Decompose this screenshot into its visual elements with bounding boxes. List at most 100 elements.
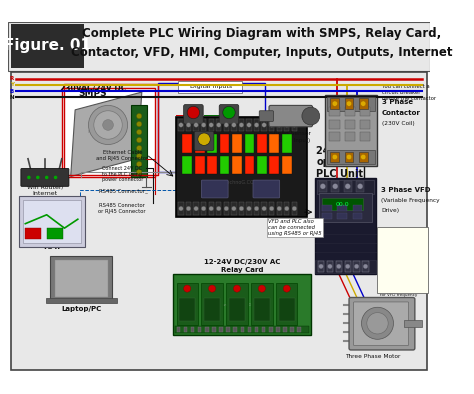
- Circle shape: [194, 123, 198, 127]
- Circle shape: [367, 312, 388, 334]
- FancyBboxPatch shape: [363, 261, 369, 272]
- FancyBboxPatch shape: [224, 119, 229, 131]
- FancyBboxPatch shape: [11, 72, 427, 370]
- FancyBboxPatch shape: [176, 327, 180, 332]
- Circle shape: [262, 123, 266, 127]
- Text: R: R: [9, 76, 14, 81]
- Circle shape: [217, 123, 221, 127]
- FancyBboxPatch shape: [284, 119, 290, 131]
- Circle shape: [137, 169, 142, 175]
- FancyBboxPatch shape: [345, 261, 351, 272]
- FancyBboxPatch shape: [253, 180, 280, 198]
- Circle shape: [217, 206, 221, 211]
- FancyBboxPatch shape: [219, 104, 239, 124]
- Text: www.r1TechnoG.COM: www.r1TechnoG.COM: [220, 303, 264, 307]
- FancyBboxPatch shape: [21, 169, 69, 186]
- Text: 24V DC: 24V DC: [316, 146, 356, 156]
- Circle shape: [194, 206, 198, 211]
- FancyBboxPatch shape: [219, 327, 223, 332]
- FancyBboxPatch shape: [353, 205, 363, 211]
- FancyBboxPatch shape: [322, 198, 363, 210]
- Circle shape: [269, 123, 274, 127]
- Circle shape: [103, 120, 113, 130]
- FancyBboxPatch shape: [194, 131, 214, 151]
- FancyBboxPatch shape: [11, 24, 84, 68]
- Circle shape: [292, 206, 297, 211]
- FancyBboxPatch shape: [292, 119, 297, 131]
- FancyBboxPatch shape: [377, 227, 428, 293]
- Text: VFD and PLC also
can be connected
using RS485 or RJ45: VFD and PLC also can be connected using …: [268, 219, 322, 236]
- Text: (analog Input): (analog Input): [271, 138, 310, 143]
- Text: 02 - Forward: 02 - Forward: [380, 257, 406, 262]
- FancyBboxPatch shape: [329, 132, 340, 141]
- FancyBboxPatch shape: [176, 283, 198, 325]
- FancyBboxPatch shape: [336, 261, 342, 272]
- Text: Figure. 01: Figure. 01: [4, 38, 91, 53]
- Text: 01 - Start/Stop: 01 - Start/Stop: [380, 249, 410, 253]
- Text: 04 - Analog Input
for varying speed or
frequency: 04 - Analog Input for varying speed or f…: [380, 273, 422, 287]
- FancyBboxPatch shape: [201, 119, 206, 131]
- FancyBboxPatch shape: [345, 98, 354, 109]
- FancyBboxPatch shape: [327, 150, 375, 164]
- FancyBboxPatch shape: [201, 283, 223, 325]
- FancyBboxPatch shape: [255, 327, 258, 332]
- Circle shape: [319, 264, 323, 269]
- FancyBboxPatch shape: [404, 320, 422, 327]
- FancyBboxPatch shape: [173, 274, 311, 335]
- Text: 05 - Analog output
for VFD frequency
or speed status: 05 - Analog output for VFD frequency or …: [380, 288, 419, 302]
- FancyBboxPatch shape: [239, 119, 244, 131]
- Circle shape: [333, 184, 338, 189]
- Circle shape: [232, 123, 236, 127]
- FancyBboxPatch shape: [319, 193, 372, 222]
- Text: 00.0: 00.0: [336, 202, 350, 206]
- FancyBboxPatch shape: [360, 120, 370, 128]
- Circle shape: [27, 176, 31, 179]
- Circle shape: [94, 111, 122, 139]
- FancyBboxPatch shape: [182, 134, 192, 153]
- FancyBboxPatch shape: [317, 180, 374, 194]
- Text: B: B: [9, 89, 14, 94]
- Circle shape: [262, 206, 266, 211]
- Text: Y: Y: [10, 82, 14, 87]
- Text: Ethernet Cable
and RJ45 Connector: Ethernet Cable and RJ45 Connector: [96, 150, 148, 161]
- Text: N: N: [9, 95, 14, 100]
- FancyBboxPatch shape: [345, 120, 356, 128]
- Text: PLC Unit: PLC Unit: [316, 169, 363, 179]
- FancyBboxPatch shape: [251, 283, 273, 325]
- Circle shape: [186, 206, 191, 211]
- FancyBboxPatch shape: [178, 80, 242, 93]
- FancyBboxPatch shape: [262, 119, 267, 131]
- FancyBboxPatch shape: [259, 111, 273, 121]
- FancyBboxPatch shape: [178, 203, 183, 215]
- FancyBboxPatch shape: [315, 260, 376, 273]
- FancyBboxPatch shape: [205, 327, 209, 332]
- Circle shape: [361, 101, 366, 106]
- Circle shape: [346, 154, 352, 160]
- Text: Wifi Router/: Wifi Router/: [27, 185, 63, 190]
- FancyBboxPatch shape: [209, 203, 214, 215]
- FancyBboxPatch shape: [232, 134, 242, 153]
- FancyBboxPatch shape: [257, 156, 267, 174]
- FancyBboxPatch shape: [207, 134, 217, 153]
- Text: Reverse: Reverse: [194, 153, 214, 158]
- Circle shape: [332, 101, 337, 106]
- Circle shape: [209, 206, 213, 211]
- Circle shape: [137, 145, 142, 151]
- Circle shape: [233, 285, 240, 292]
- Text: Internet: Internet: [32, 191, 57, 196]
- FancyBboxPatch shape: [360, 132, 370, 141]
- FancyBboxPatch shape: [231, 119, 237, 131]
- Circle shape: [137, 162, 142, 167]
- FancyBboxPatch shape: [176, 117, 307, 217]
- FancyBboxPatch shape: [207, 156, 217, 174]
- FancyBboxPatch shape: [254, 119, 259, 131]
- FancyBboxPatch shape: [327, 97, 375, 111]
- Circle shape: [179, 206, 183, 211]
- Circle shape: [198, 133, 210, 145]
- FancyBboxPatch shape: [330, 152, 339, 162]
- Circle shape: [346, 101, 352, 106]
- FancyBboxPatch shape: [269, 106, 312, 127]
- FancyBboxPatch shape: [337, 213, 347, 219]
- Circle shape: [201, 206, 206, 211]
- FancyBboxPatch shape: [291, 327, 294, 332]
